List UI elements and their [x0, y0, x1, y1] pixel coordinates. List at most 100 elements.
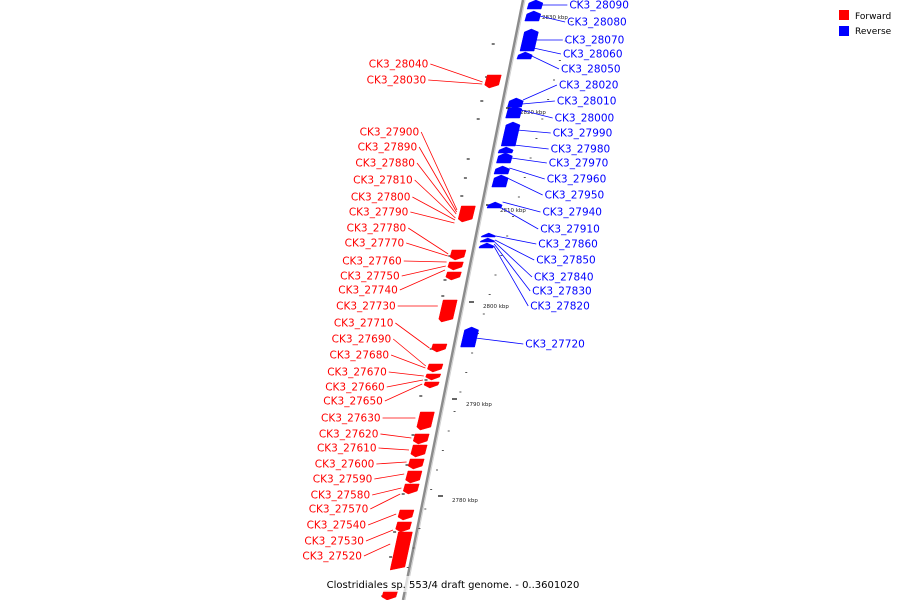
forward-gene-connector — [420, 131, 458, 211]
reverse-gene-connector — [495, 235, 537, 245]
reverse-gene-block — [479, 237, 496, 243]
reverse-gene-block — [493, 165, 510, 175]
forward-gene-connector — [395, 322, 430, 349]
reverse-gene-connector — [507, 177, 543, 196]
forward-gene-block — [447, 261, 464, 271]
legend-swatch-reverse — [839, 26, 849, 36]
legend-swatch-forward — [839, 10, 849, 20]
reverse-gene-connector — [516, 129, 551, 134]
reverse-gene-label: CK3_27850 — [536, 255, 596, 267]
forward-gene-label: CK3_28040 — [369, 59, 429, 71]
reverse-gene-label: CK3_27940 — [542, 207, 602, 219]
forward-gene-block — [389, 531, 413, 571]
reverse-gene-connector — [520, 109, 553, 119]
reverse-gene-connector — [513, 144, 549, 150]
reverse-gene-label: CK3_28090 — [569, 0, 629, 12]
forward-gene-label: CK3_28030 — [367, 75, 427, 87]
reverse-gene-label: CK3_27830 — [532, 286, 592, 298]
reverse-gene-connector — [494, 239, 535, 261]
reverse-gene-label: CK3_27950 — [545, 190, 605, 202]
forward-gene-block — [410, 444, 428, 458]
reverse-gene-block — [507, 97, 524, 108]
tick-label: 2830 kbp — [542, 15, 568, 21]
reverse-gene-block — [500, 121, 521, 147]
forward-gene-connector — [428, 79, 483, 85]
forward-gene-label: CK3_27690 — [332, 334, 392, 346]
reverse-genes — [460, 0, 544, 348]
forward-gene-label: CK3_27800 — [351, 192, 411, 204]
tick-label: 2780 kbp — [452, 498, 478, 504]
reverse-gene-label: CK3_27960 — [547, 174, 607, 186]
reverse-gene-label: CK3_27980 — [551, 144, 611, 156]
reverse-gene-block — [524, 10, 542, 22]
forward-gene-connector — [414, 179, 456, 219]
forward-gene-connector — [403, 260, 447, 263]
reverse-gene-label: CK3_27860 — [538, 239, 598, 251]
forward-gene-block — [425, 373, 442, 381]
forward-gene-label: CK3_27590 — [313, 474, 373, 486]
forward-gene-connector — [367, 513, 397, 526]
reverse-gene-connector — [493, 245, 529, 307]
forward-gene-labels: CK3_28040 CK3_28030 CK3_27900 CK3_27890 CK3_… — [302, 59, 483, 563]
tick-label: 2810 kbp — [500, 208, 526, 214]
forward-gene-connector — [408, 227, 449, 255]
scale-minor-ticks — [381, 1, 579, 597]
legend-label-reverse: Reverse — [855, 27, 892, 37]
forward-gene-label: CK3_27740 — [338, 285, 398, 297]
forward-gene-label: CK3_27600 — [315, 459, 375, 471]
reverse-gene-label: CK3_27820 — [530, 301, 590, 313]
reverse-gene-label: CK3_28080 — [567, 17, 627, 29]
forward-gene-connector — [430, 63, 483, 83]
forward-gene-label: CK3_27660 — [325, 382, 385, 394]
reverse-gene-connector — [509, 167, 545, 180]
reverse-gene-block — [478, 242, 495, 249]
reverse-gene-block — [480, 232, 497, 238]
forward-gene-connector — [399, 269, 446, 291]
forward-gene-connector — [410, 211, 455, 224]
genome-backbone — [401, 0, 525, 600]
reverse-gene-label: CK3_28010 — [557, 96, 617, 108]
reverse-gene-block — [460, 326, 479, 348]
forward-gene-connector — [392, 338, 427, 367]
reverse-gene-label: CK3_28000 — [555, 113, 615, 125]
reverse-gene-connector — [539, 15, 566, 23]
reverse-gene-block — [496, 152, 513, 164]
forward-gene-block — [405, 470, 423, 484]
forward-gene-label: CK3_27570 — [309, 504, 369, 516]
genome-caption: Clostridiales sp. 553/4 draft genome. - … — [327, 580, 580, 591]
forward-gene-connector — [388, 371, 424, 377]
reverse-gene-label: CK3_27840 — [534, 272, 594, 284]
legend: Forward Reverse — [839, 10, 892, 37]
forward-gene-connector — [386, 379, 424, 388]
forward-gene-label: CK3_27790 — [349, 207, 409, 219]
forward-gene-label: CK3_27580 — [311, 490, 371, 502]
forward-gene-block — [407, 458, 425, 470]
forward-gene-connector — [406, 242, 448, 257]
forward-gene-connector — [412, 196, 456, 221]
reverse-gene-label: CK3_28050 — [561, 64, 621, 76]
forward-gene-block — [431, 343, 448, 353]
forward-gene-label: CK3_27530 — [304, 536, 364, 548]
forward-gene-block — [402, 483, 420, 495]
reverse-gene-label: CK3_27970 — [549, 158, 609, 170]
forward-gene-label: CK3_27810 — [353, 175, 413, 187]
forward-gene-block — [449, 249, 467, 261]
forward-gene-label: CK3_27670 — [327, 367, 387, 379]
forward-gene-label: CK3_27650 — [323, 396, 383, 408]
forward-gene-connector — [390, 354, 426, 369]
reverse-gene-label: CK3_28070 — [565, 35, 625, 47]
forward-gene-label: CK3_27540 — [307, 520, 367, 532]
forward-gene-connector — [372, 487, 402, 496]
reverse-gene-connector — [475, 337, 524, 345]
reverse-gene-block — [505, 105, 523, 119]
forward-gene-connector — [418, 146, 457, 213]
forward-gene-block — [438, 299, 458, 323]
reverse-gene-connector — [501, 207, 539, 230]
forward-gene-label: CK3_27890 — [358, 142, 418, 154]
reverse-gene-block — [491, 174, 509, 188]
forward-genes — [381, 74, 502, 600]
forward-gene-block — [445, 271, 462, 281]
reverse-gene-label: CK3_28060 — [563, 49, 623, 61]
forward-gene-label: CK3_27620 — [319, 429, 379, 441]
reverse-gene-label: CK3_27990 — [553, 128, 613, 140]
